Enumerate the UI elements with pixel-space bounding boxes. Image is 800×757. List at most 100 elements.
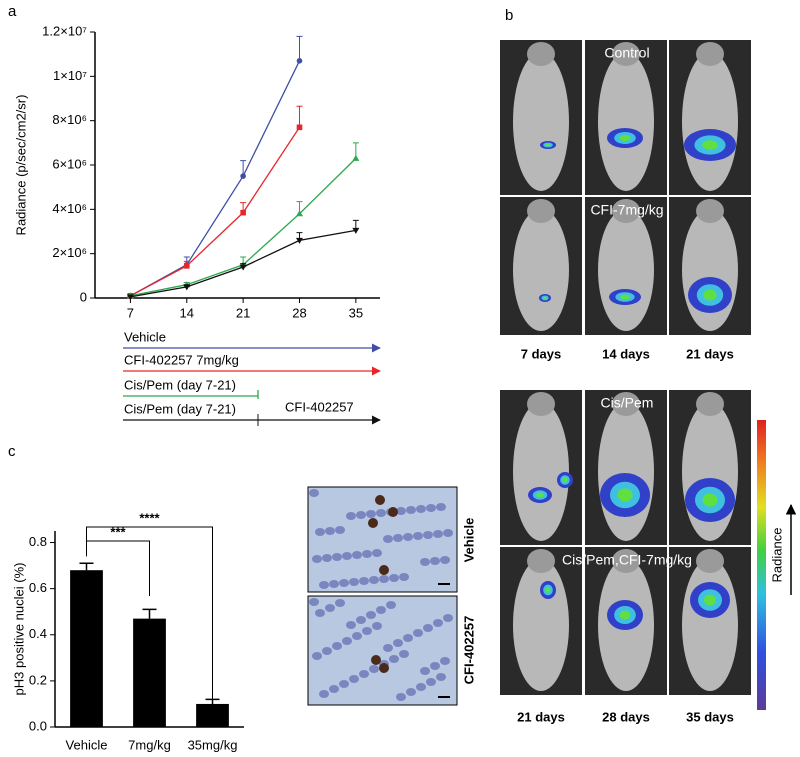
significance-bracket: [86, 526, 213, 700]
x-tick-label: 7mg/kg: [128, 737, 171, 752]
nucleus: [312, 652, 322, 660]
y-tick-label: 2×10⁶: [52, 245, 87, 260]
nucleus: [369, 576, 379, 584]
ph3-nucleus: [379, 565, 389, 575]
nucleus: [426, 678, 436, 686]
nucleus: [443, 614, 453, 622]
y-tick-label: 0.8: [29, 534, 47, 549]
y-tick-label: 4×10⁶: [52, 201, 87, 216]
y-tick-label: 0.0: [29, 718, 47, 733]
day-label: 35 days: [686, 709, 734, 724]
series-line: [130, 60, 301, 297]
mouse-body: [513, 402, 569, 541]
series-line: [130, 157, 357, 297]
group-label: CFI-7mg/kg: [590, 202, 663, 218]
marker: [295, 237, 303, 244]
nucleus: [359, 670, 369, 678]
marker: [296, 58, 303, 64]
imaging-panel: Control CFI-7mg/kg Cis/Pem Cis/Pem,CFI-7mg/…: [500, 40, 797, 724]
nucleus: [403, 634, 413, 642]
marker: [183, 284, 191, 291]
nucleus: [325, 604, 335, 612]
signal: [620, 294, 630, 300]
signal: [562, 477, 568, 483]
x-tick-label: 21: [236, 305, 250, 320]
nucleus: [342, 637, 352, 645]
nucleus: [399, 650, 409, 658]
legend-label: Cis/Pem (day 7-21): [124, 377, 236, 392]
histology-panel: Vehicle CFI-402257: [307, 486, 476, 706]
nucleus: [440, 556, 450, 564]
colorbar: [757, 420, 766, 710]
marker: [240, 209, 246, 216]
nucleus: [362, 627, 372, 635]
signal: [702, 493, 718, 507]
mouse-head: [612, 42, 640, 66]
nucleus: [315, 609, 325, 617]
signal: [704, 594, 716, 606]
marker: [352, 227, 360, 234]
day-label: 21 days: [517, 709, 565, 724]
x-tick-label: Vehicle: [66, 737, 108, 752]
signal: [543, 296, 547, 300]
nucleus: [399, 573, 409, 581]
ph3-nucleus: [371, 655, 381, 665]
marker: [295, 210, 303, 217]
nucleus: [383, 644, 393, 652]
group-label: Cis/Pem: [601, 395, 654, 411]
nucleus: [396, 507, 406, 515]
series-line: [130, 126, 301, 297]
nucleus: [315, 528, 325, 536]
error-bar: [296, 35, 303, 61]
nucleus: [332, 553, 342, 561]
micrograph-label: CFI-402257: [461, 616, 476, 685]
error-bar: [142, 608, 157, 619]
day-label: 21 days: [686, 346, 734, 361]
mouse-head: [527, 549, 555, 573]
nucleus: [430, 662, 440, 670]
panel-label: b: [505, 7, 513, 24]
marker: [296, 124, 303, 131]
marker: [239, 264, 247, 271]
nucleus: [433, 619, 443, 627]
nucleus: [335, 526, 345, 534]
nucleus: [346, 512, 356, 520]
nucleus: [440, 657, 450, 665]
ph3-nucleus: [388, 507, 398, 517]
signal: [619, 610, 631, 620]
error-bar: [296, 105, 303, 128]
signal: [545, 587, 551, 593]
nucleus: [352, 632, 362, 640]
nucleus: [329, 685, 339, 693]
nucleus: [356, 616, 366, 624]
day-label: 14 days: [602, 346, 650, 361]
nucleus: [329, 580, 339, 588]
signal: [617, 488, 633, 502]
nucleus: [349, 675, 359, 683]
nucleus: [389, 574, 399, 582]
bar: [133, 618, 166, 727]
y-tick-label: 0.4: [29, 626, 47, 641]
day-label: 28 days: [602, 709, 650, 724]
x-tick-label: 35mg/kg: [188, 737, 238, 752]
y-tick-label: 8×10⁶: [52, 112, 87, 127]
nucleus: [319, 690, 329, 698]
nucleus: [443, 529, 453, 537]
nucleus: [312, 555, 322, 563]
mouse-body: [682, 559, 738, 691]
mouse-head: [696, 392, 724, 416]
nucleus: [372, 549, 382, 557]
y-tick-label: 1.2×10⁷: [42, 23, 87, 38]
mouse-body: [682, 52, 738, 191]
ph3-nucleus: [379, 663, 389, 673]
nucleus: [332, 642, 342, 650]
mouse-head: [696, 549, 724, 573]
signal: [703, 289, 717, 301]
error-bar: [79, 562, 94, 571]
bar: [196, 703, 229, 727]
nucleus: [420, 558, 430, 566]
mouse-body: [513, 209, 569, 331]
mouse-head: [527, 392, 555, 416]
ph3-nucleus: [368, 518, 378, 528]
